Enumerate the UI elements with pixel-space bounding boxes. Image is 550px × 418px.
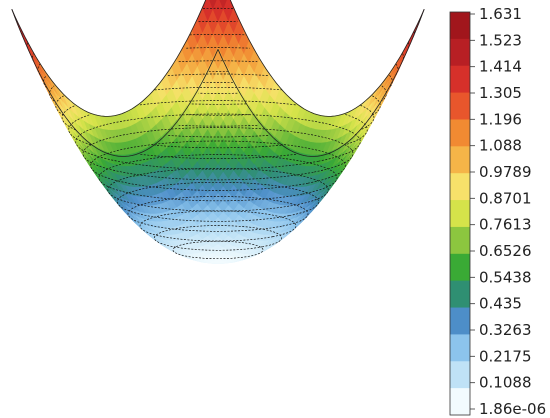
contour-line — [167, 73, 269, 76]
contour-line — [49, 85, 55, 102]
contour-line — [82, 127, 354, 181]
colorbar-swatch — [450, 226, 470, 255]
colorbar-swatch — [450, 361, 470, 389]
contour-line — [154, 144, 282, 149]
contour-line — [55, 95, 64, 116]
surface-edge — [217, 9, 425, 157]
colorbar-frame — [449, 11, 471, 416]
contour-line — [381, 85, 387, 102]
colorbar-tick-label: 0.3263 — [479, 321, 532, 339]
colorbar-tick-label: 0.5438 — [479, 268, 532, 286]
surface-facet — [209, 0, 217, 10]
contour-line — [172, 240, 264, 260]
colorbar-tick-label: 1.088 — [479, 137, 522, 155]
surface-edge — [11, 0, 207, 117]
contour-line — [61, 104, 76, 131]
contour-line — [68, 114, 91, 146]
colorbar-swatch — [450, 334, 470, 362]
contour-line — [117, 181, 319, 222]
colorbar-tick-label: 1.414 — [479, 58, 522, 76]
colorbar-swatch — [450, 200, 470, 228]
colorbar-tick-label: 1.196 — [479, 110, 522, 128]
contour-line — [402, 53, 404, 62]
colorbar-swatch — [450, 92, 470, 120]
colorbar-tick-label: 0.2175 — [479, 347, 532, 365]
contour-line — [189, 34, 247, 36]
colorbar-tick-label: 0.6526 — [479, 242, 532, 260]
surface-mesh — [11, 0, 425, 264]
colorbar-tick-label: 0.1088 — [479, 374, 532, 392]
contour-line — [98, 154, 338, 202]
colorbar-tick-label: 1.86e-06 — [479, 400, 546, 418]
surface-facet — [219, 0, 227, 10]
colorbar-tick-label: 1.305 — [479, 84, 522, 102]
contour-line — [90, 140, 346, 191]
contour-line — [345, 114, 368, 146]
contour-line — [186, 114, 250, 116]
colorbar-swatch — [450, 253, 470, 282]
surface-edge — [229, 0, 425, 117]
contour-line — [154, 86, 282, 91]
colorbar-swatch — [450, 173, 470, 201]
contour-line — [139, 210, 297, 242]
contour-line — [389, 75, 393, 88]
colorbar-swatches — [449, 11, 471, 416]
contour-line — [360, 104, 375, 131]
surface-edge — [11, 9, 219, 157]
contour-line — [167, 135, 269, 138]
colorbar-swatch — [450, 146, 470, 174]
contour-line — [107, 168, 329, 212]
contour-line — [127, 196, 309, 232]
contour-line — [139, 100, 297, 106]
colorbar-tick-label: 0.435 — [479, 295, 522, 313]
colorbar-tick-label: 1.631 — [479, 5, 522, 23]
colorbar: 1.631 1.523 1.414 1.305 1.196 1.088 0.9789 0.87… — [449, 5, 546, 418]
colorbar-swatch — [450, 38, 470, 67]
colorbar-tick-label: 1.523 — [479, 31, 522, 49]
colorbar-swatch — [450, 307, 470, 335]
colorbar-swatch — [450, 119, 470, 147]
colorbar-swatch — [450, 65, 470, 94]
colorbar-tick-label: 0.7613 — [479, 216, 532, 234]
colorbar-tick-label: 0.8701 — [479, 189, 532, 207]
contour-line — [178, 60, 258, 63]
colorbar-swatch — [450, 388, 470, 416]
colorbar-labels: 1.631 1.523 1.414 1.305 1.196 1.088 0.9789 0.87… — [470, 5, 546, 418]
contour-line — [139, 153, 297, 159]
colorbar-swatch — [450, 280, 470, 309]
contour-line — [178, 124, 258, 127]
colorbar-swatch — [450, 12, 470, 40]
contour-line — [186, 47, 250, 49]
contour-line — [372, 95, 381, 116]
colorbar-tick-label: 0.9789 — [479, 163, 532, 181]
